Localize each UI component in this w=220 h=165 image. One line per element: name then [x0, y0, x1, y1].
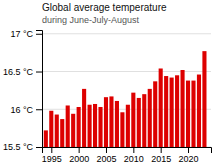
x-tick-label: 2010	[124, 154, 144, 164]
x-tick-label: 2015	[151, 154, 171, 164]
bar	[137, 98, 141, 147]
bar	[175, 75, 179, 147]
x-tick-mark	[106, 147, 107, 153]
x-tick: 2015	[151, 147, 171, 164]
x-tick: 2020	[179, 147, 199, 164]
bar	[159, 68, 163, 147]
plot: 1995 2000 2005 2010 2015 2020 15.5 °C 16 °C 16.5…	[3, 29, 212, 164]
bar	[93, 104, 97, 147]
bar	[44, 130, 48, 147]
x-tick-mark	[188, 147, 189, 153]
bar	[186, 81, 190, 147]
bar	[131, 93, 135, 147]
grid	[42, 34, 211, 147]
x-axis-line	[43, 148, 212, 154]
grid-line	[42, 71, 211, 72]
chart-container: Global average temperature during June-Ju…	[0, 0, 220, 165]
chart: Global average temperature during June-Ju…	[0, 0, 220, 165]
subtitle: during June-July-August	[42, 15, 140, 25]
y-tick-label: 17 °C	[10, 29, 33, 39]
x-tick: 2005	[96, 147, 116, 164]
bar	[148, 89, 152, 147]
title: Global average temperature	[42, 2, 167, 13]
bar	[164, 76, 168, 147]
bar	[49, 111, 53, 147]
grid-line	[42, 33, 211, 34]
bar	[153, 81, 157, 147]
bar	[120, 112, 124, 147]
y-tick-label: 16.5 °C	[3, 67, 34, 77]
bar	[191, 81, 195, 147]
bar	[142, 94, 146, 147]
bar	[88, 105, 92, 147]
bar	[104, 97, 108, 147]
bar	[82, 89, 86, 147]
bar	[77, 107, 81, 147]
bar	[115, 101, 119, 147]
y-tick-label: 15.5 °C	[3, 142, 34, 152]
x-tick-mark	[161, 147, 162, 153]
x-tick-mark	[133, 147, 134, 153]
bar	[66, 105, 70, 147]
bar	[170, 78, 174, 147]
x-tick: 1995	[42, 147, 62, 164]
x-axis: 1995 2000 2005 2010 2015 2020	[42, 147, 212, 164]
y-tick-mark	[36, 109, 42, 110]
bar	[202, 51, 206, 147]
x-tick-mark	[51, 147, 52, 153]
bar	[71, 114, 75, 147]
y-tick-mark	[36, 34, 42, 35]
y-axis: 15.5 °C 16 °C 16.5 °C 17 °C	[3, 29, 43, 152]
bars	[44, 51, 207, 147]
x-tick: 2010	[124, 147, 144, 164]
x-tick: 2000	[69, 147, 89, 164]
x-tick-label: 2005	[96, 154, 116, 164]
x-tick-label: 1995	[42, 154, 62, 164]
y-tick: 15.5 °C	[3, 142, 42, 152]
bar	[98, 107, 102, 147]
bar	[126, 105, 130, 147]
y-tick-mark	[36, 72, 42, 73]
y-tick: 17 °C	[10, 29, 42, 39]
bar	[181, 70, 185, 147]
bar	[197, 75, 201, 147]
y-tick-mark	[36, 147, 42, 148]
x-tick-label: 2000	[69, 154, 89, 164]
bar	[60, 119, 64, 147]
y-axis-line	[36, 31, 43, 148]
bar	[55, 115, 59, 147]
bar	[109, 96, 113, 147]
x-tick-label: 2020	[179, 154, 199, 164]
y-tick: 16 °C	[10, 105, 42, 115]
y-tick-label: 16 °C	[10, 105, 33, 115]
x-tick-mark	[79, 147, 80, 153]
y-tick: 16.5 °C	[3, 67, 42, 77]
